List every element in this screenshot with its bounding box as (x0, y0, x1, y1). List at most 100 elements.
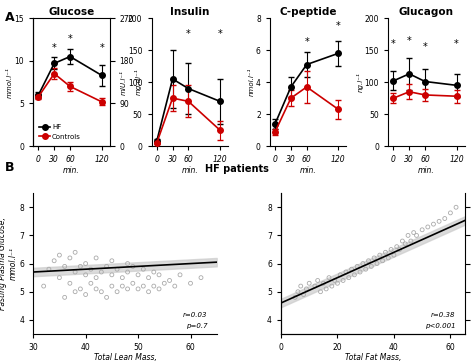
Point (129, 264, 137, 269)
Text: *: * (218, 29, 222, 39)
Title: Glucose: Glucose (48, 7, 94, 17)
Text: *: * (68, 34, 73, 45)
Point (82, 272, 90, 278)
Point (40, 283, 47, 289)
Point (45, 266, 53, 272)
Point (72, 249, 79, 255)
Point (317, 289, 324, 295)
Point (294, 289, 302, 295)
Text: p=0.7: p=0.7 (186, 323, 208, 329)
Point (150, 283, 157, 289)
Point (292, 294, 299, 300)
Point (348, 266, 356, 272)
Point (435, 219, 443, 224)
Point (354, 264, 361, 269)
Point (108, 258, 116, 264)
Point (419, 227, 426, 233)
Point (176, 272, 184, 278)
Point (124, 286, 131, 292)
Point (447, 210, 454, 216)
Point (399, 238, 406, 244)
Point (197, 275, 205, 281)
Y-axis label: mIU.l⁻¹: mIU.l⁻¹ (120, 70, 127, 95)
Point (187, 280, 194, 286)
Title: C-peptide: C-peptide (279, 7, 337, 17)
Point (300, 291, 307, 297)
Point (155, 286, 163, 292)
Point (66, 255, 73, 261)
Text: *: * (423, 42, 428, 52)
Point (92, 286, 100, 292)
Point (87, 280, 95, 286)
Point (134, 272, 142, 278)
Text: HF patients: HF patients (205, 164, 269, 174)
Y-axis label: Fasting Plasma Glucose,
mmol.l⁻¹: Fasting Plasma Glucose, mmol.l⁻¹ (0, 217, 18, 310)
Text: p<0.001: p<0.001 (425, 323, 456, 329)
Point (108, 272, 116, 278)
Point (424, 224, 432, 230)
Point (113, 289, 121, 295)
Text: r=0.03: r=0.03 (183, 312, 208, 318)
Text: r=0.38: r=0.38 (431, 312, 456, 318)
Point (314, 278, 321, 284)
Point (134, 286, 142, 292)
Point (118, 275, 126, 281)
Point (50, 258, 58, 264)
Point (407, 238, 415, 244)
X-axis label: min.: min. (182, 166, 198, 175)
Point (108, 283, 116, 289)
Point (55, 275, 63, 281)
Point (98, 289, 105, 295)
Text: A: A (5, 11, 14, 24)
Point (334, 280, 341, 286)
Point (145, 289, 152, 295)
Point (311, 283, 319, 289)
Point (61, 294, 68, 300)
Point (87, 266, 95, 272)
Point (396, 246, 403, 252)
Point (171, 283, 179, 289)
Y-axis label: nmol.l⁻¹: nmol.l⁻¹ (248, 68, 255, 96)
Point (376, 252, 383, 258)
Point (118, 283, 126, 289)
Point (103, 294, 110, 300)
Title: Glucagon: Glucagon (399, 7, 454, 17)
Point (322, 286, 330, 292)
X-axis label: Total Lean Mass,
kg, DEXA: Total Lean Mass, kg, DEXA (93, 353, 156, 363)
Point (98, 269, 105, 275)
Text: *: * (304, 37, 309, 47)
Point (124, 261, 131, 266)
Point (410, 230, 418, 236)
Point (82, 291, 90, 297)
Point (339, 278, 347, 284)
Text: *: * (99, 43, 104, 53)
Text: *: * (273, 125, 277, 135)
Point (367, 264, 375, 269)
Point (373, 261, 381, 266)
Point (441, 216, 448, 221)
Text: *: * (407, 36, 411, 45)
Text: *: * (454, 39, 459, 49)
Point (61, 264, 68, 269)
Text: B: B (5, 161, 14, 174)
Point (145, 275, 152, 281)
Point (92, 275, 100, 281)
Point (82, 261, 90, 266)
Point (362, 266, 369, 272)
Point (359, 261, 367, 266)
Point (166, 278, 173, 284)
Point (55, 252, 63, 258)
X-axis label: min.: min. (418, 166, 435, 175)
Point (342, 269, 350, 275)
Point (129, 280, 137, 286)
Point (429, 221, 437, 227)
Point (124, 269, 131, 275)
Legend: HF, Controls: HF, Controls (36, 122, 83, 143)
Point (390, 252, 398, 258)
Point (387, 246, 395, 252)
Point (413, 233, 420, 238)
Text: *: * (186, 29, 191, 39)
Title: Insulin: Insulin (170, 7, 210, 17)
Point (337, 272, 344, 278)
Point (92, 255, 100, 261)
